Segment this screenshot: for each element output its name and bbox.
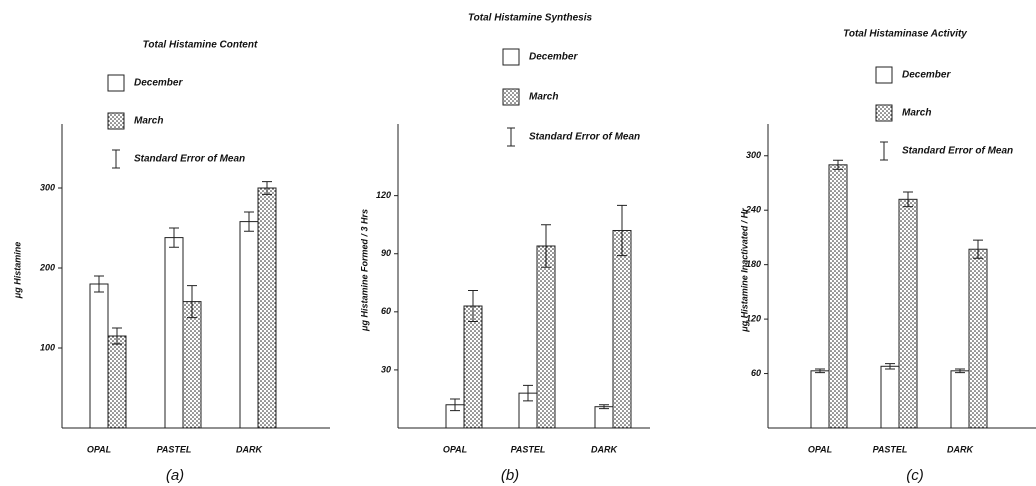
x-tick-label: OPAL xyxy=(443,444,467,454)
bar xyxy=(536,245,556,429)
legend-label: Standard Error of Mean xyxy=(529,132,640,143)
chart-title: Total Histamine Synthesis xyxy=(468,13,593,24)
legend-error-symbol xyxy=(507,127,515,147)
legend-label: Standard Error of Mean xyxy=(134,154,245,165)
bar xyxy=(898,198,918,429)
error-bar xyxy=(244,211,254,232)
error-bar xyxy=(903,191,913,208)
error-bar xyxy=(187,285,197,319)
y-tick-label: 240 xyxy=(745,205,761,215)
bar xyxy=(594,406,614,429)
y-tick-label: 120 xyxy=(746,313,761,323)
y-tick-label: 200 xyxy=(39,262,55,272)
y-tick-label: 300 xyxy=(746,150,761,160)
bar xyxy=(257,187,277,429)
caption: (b) xyxy=(501,467,519,484)
y-tick-label: 30 xyxy=(381,364,391,374)
y-tick-label: 300 xyxy=(40,182,55,192)
bar xyxy=(89,283,109,429)
legend-error-symbol xyxy=(112,149,120,169)
error-bar xyxy=(541,224,551,268)
y-tick-label: 180 xyxy=(746,259,761,269)
error-bar xyxy=(468,290,478,323)
caption: (c) xyxy=(906,467,924,484)
error-bar xyxy=(617,204,627,257)
legend-swatch xyxy=(875,66,893,84)
error-bar xyxy=(599,404,609,410)
y-tick-label: 90 xyxy=(381,248,391,258)
legend-error-symbol xyxy=(880,141,888,161)
error-bar xyxy=(885,363,895,370)
legend-swatch xyxy=(502,88,520,106)
error-bar xyxy=(523,384,533,402)
error-bar xyxy=(815,368,825,374)
bar xyxy=(164,237,184,429)
bar xyxy=(950,370,970,429)
bar xyxy=(968,248,988,429)
legend-label: March xyxy=(134,116,163,127)
y-tick-label: 120 xyxy=(376,190,391,200)
legend-label: December xyxy=(529,52,578,63)
caption: (a) xyxy=(166,467,184,484)
y-axis-label: μg Histamine xyxy=(12,242,22,299)
error-bar xyxy=(94,275,104,293)
x-tick-label: OPAL xyxy=(87,444,111,454)
y-tick-label: 60 xyxy=(751,368,761,378)
bar xyxy=(880,365,900,429)
x-tick-label: DARK xyxy=(591,444,618,454)
x-tick-label: PASTEL xyxy=(511,444,546,454)
error-bar xyxy=(262,181,272,195)
legend-label: March xyxy=(529,92,558,103)
y-tick-label: 100 xyxy=(40,342,55,352)
bar xyxy=(612,229,632,429)
legend-label: March xyxy=(902,108,931,119)
x-tick-label: DARK xyxy=(947,444,974,454)
y-axis-label: μg Histamine Inactivated / Hr xyxy=(739,208,749,333)
chart-title: Total Histaminase Activity xyxy=(843,29,967,40)
x-tick-label: PASTEL xyxy=(157,444,192,454)
bar xyxy=(239,221,259,429)
error-bar xyxy=(833,159,843,170)
bar xyxy=(828,164,848,429)
legend-swatch xyxy=(107,112,125,130)
error-bar xyxy=(450,398,460,412)
legend-label: Standard Error of Mean xyxy=(902,146,1013,157)
error-bar xyxy=(112,327,122,345)
x-tick-label: DARK xyxy=(236,444,263,454)
x-tick-label: OPAL xyxy=(808,444,832,454)
legend-swatch xyxy=(502,48,520,66)
legend-label: December xyxy=(134,78,183,89)
error-bar xyxy=(973,239,983,259)
bar xyxy=(182,301,202,429)
error-bar xyxy=(955,368,965,374)
y-axis-label: μg Histamine Formed / 3 Hrs xyxy=(359,209,369,332)
bar xyxy=(463,305,483,429)
x-tick-label: PASTEL xyxy=(873,444,908,454)
bar xyxy=(107,335,127,429)
legend-swatch xyxy=(875,104,893,122)
legend-label: December xyxy=(902,70,951,81)
legend-swatch xyxy=(107,74,125,92)
chart-title: Total Histamine Content xyxy=(143,40,258,51)
error-bar xyxy=(169,227,179,248)
bar xyxy=(810,370,830,429)
y-tick-label: 60 xyxy=(381,306,391,316)
